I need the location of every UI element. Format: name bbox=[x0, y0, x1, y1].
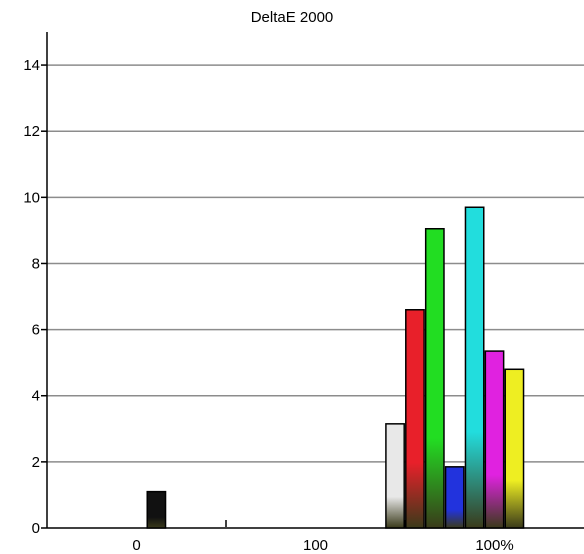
bar bbox=[424, 227, 445, 529]
y-tick-label: 4 bbox=[32, 388, 40, 405]
y-tick-label: 12 bbox=[23, 123, 40, 140]
bar bbox=[484, 350, 505, 529]
x-tick-label: 100 bbox=[303, 537, 328, 554]
y-tick-label: 0 bbox=[32, 520, 40, 537]
y-tick-label: 6 bbox=[32, 322, 40, 339]
bar bbox=[464, 206, 485, 529]
bar bbox=[444, 466, 465, 529]
x-tick-label: 100% bbox=[475, 537, 513, 554]
y-tick-label: 8 bbox=[32, 255, 40, 272]
y-tick-label: 10 bbox=[23, 189, 40, 206]
bars bbox=[146, 206, 525, 529]
bar bbox=[385, 423, 405, 529]
y-tick-label: 14 bbox=[23, 57, 40, 74]
x-tick-labels: 0 100 100% bbox=[132, 537, 513, 554]
bar bbox=[146, 490, 167, 529]
x-tick-label: 0 bbox=[132, 537, 140, 554]
chart-title: DeltaE 2000 bbox=[251, 9, 334, 26]
y-tick-label: 2 bbox=[32, 454, 40, 471]
bar bbox=[405, 309, 425, 529]
bar bbox=[504, 368, 525, 529]
grid-lines bbox=[41, 64, 584, 529]
y-tick-labels: 0 2 4 6 8 10 12 14 bbox=[23, 57, 40, 537]
